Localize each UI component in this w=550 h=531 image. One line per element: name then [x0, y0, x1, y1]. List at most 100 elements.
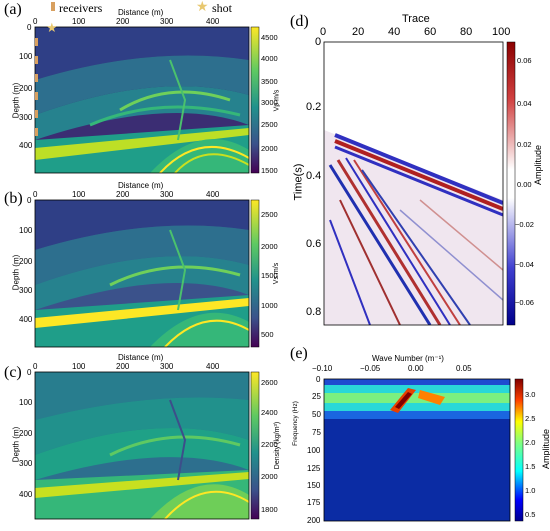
- vp-x-tick: 400: [206, 17, 220, 26]
- vs-x-tick: 100: [72, 190, 86, 199]
- seismic-x-tick: 100: [492, 26, 511, 38]
- seismic-y-tick: 0.2: [306, 101, 322, 113]
- vs-y-tick: 300: [19, 286, 33, 295]
- fk-y-tick: 175: [307, 498, 321, 507]
- vs-x-axis-label: Distance (m): [118, 181, 164, 190]
- vp-y-tick: 300: [19, 113, 33, 122]
- seismic-colorbar-label: Amplitude: [533, 144, 544, 186]
- shot-legend-star-icon: ★: [196, 0, 209, 14]
- density-y-tick: 100: [19, 398, 33, 407]
- density-colorbar-tick: 2600: [261, 378, 278, 387]
- density-colorbar-tick: 2200: [261, 440, 278, 449]
- panel-label-c: (c): [4, 364, 22, 381]
- vs-y-tick: 400: [19, 315, 33, 324]
- vp-colorbar-tick: 2000: [261, 144, 278, 153]
- fk-y-tick: 75: [312, 428, 321, 437]
- vp-colorbar-tick: 4000: [261, 54, 278, 63]
- density-x-tick: 200: [116, 362, 130, 371]
- seismic-colorbar-tick: 0.06: [517, 56, 532, 65]
- vs-model-image: [35, 200, 249, 347]
- vp-x-tick: 0: [33, 17, 38, 26]
- fk-y-tick: 25: [312, 392, 321, 401]
- vs-colorbar-tick: 2000: [261, 242, 278, 251]
- fk-y-tick: 0: [316, 375, 321, 384]
- vs-x-tick: 200: [116, 190, 130, 199]
- fk-x-tick: 0.05: [456, 364, 472, 373]
- fk-y-tick: 150: [307, 481, 321, 490]
- density-x-tick: 300: [160, 362, 174, 371]
- vp-colorbar-tick: 4500: [261, 33, 278, 42]
- vp-colorbar-tick: 3000: [261, 98, 278, 107]
- seismic-colorbar-tick: 0.02: [517, 140, 532, 149]
- panel-label-a: (a): [4, 1, 22, 18]
- vs-x-tick: 400: [206, 190, 220, 199]
- vp-colorbar-tick: 3500: [261, 77, 278, 86]
- fk-y-tick: 200: [307, 516, 321, 525]
- fk-colorbar-tick: 2.5: [525, 414, 536, 423]
- fk-colorbar-tick: 1.0: [525, 486, 536, 495]
- vp-colorbar-tick: 1500: [261, 166, 278, 175]
- fk-colorbar: [514, 378, 524, 522]
- vs-colorbar-label: Vs m/s: [273, 262, 281, 285]
- seismic-colorbar-tick: 0.04: [517, 99, 532, 108]
- density-colorbar-label: Density (kg/m³): [274, 421, 282, 470]
- density-colorbar-tick: 1800: [261, 505, 278, 514]
- seismic-x-tick: 40: [388, 26, 401, 38]
- fk-y-tick: 125: [307, 464, 321, 473]
- vp-x-axis-label: Distance (m): [118, 8, 164, 17]
- vp-x-tick: 100: [72, 17, 86, 26]
- vp-y-tick: 100: [19, 52, 33, 61]
- density-x-axis-label: Distance (m): [118, 353, 164, 362]
- fk-spectrum-image: [324, 379, 510, 521]
- vp-y-tick: 400: [19, 141, 33, 150]
- seismic-y-tick: 0.4: [306, 170, 322, 182]
- fk-x-axis-label: Wave Number (m⁻¹): [372, 354, 444, 363]
- density-x-tick: 100: [72, 362, 86, 371]
- vp-y-tick: 0: [27, 23, 32, 32]
- seismic-y-axis-label: Time(s): [292, 163, 305, 201]
- vs-y-tick: 200: [19, 257, 33, 266]
- density-x-tick: 0: [33, 362, 38, 371]
- panel-label-b: (b): [4, 190, 23, 207]
- seismic-x-axis-label: Trace: [402, 13, 430, 25]
- seismic-x-tick: 60: [424, 26, 437, 38]
- vs-colorbar-tick: 1500: [261, 271, 278, 280]
- density-y-tick: 300: [19, 459, 33, 468]
- receiver-markers: [35, 38, 38, 136]
- seismic-colorbar: [506, 41, 516, 326]
- vs-x-tick: 0: [33, 190, 38, 199]
- vp-colorbar: [250, 26, 260, 174]
- vp-x-tick: 300: [160, 17, 174, 26]
- fk-y-axis-label: Frequency (Hz): [291, 401, 299, 446]
- fk-colorbar-tick: 3.0: [525, 390, 536, 399]
- seismic-colorbar-tick: 0.00: [517, 180, 532, 189]
- fk-colorbar-label: Amplitude: [541, 428, 550, 470]
- seismic-colorbar-tick: −0.02: [515, 220, 534, 229]
- density-colorbar: [250, 371, 260, 520]
- density-y-tick: 400: [19, 490, 33, 499]
- seismic-gather-image: [324, 42, 503, 325]
- fk-colorbar-tick: 1.5: [525, 462, 536, 471]
- seismic-y-tick: 0.6: [306, 238, 322, 250]
- seismic-y-tick: 0: [315, 36, 322, 48]
- vs-colorbar-tick: 2500: [261, 210, 278, 219]
- density-x-tick: 400: [206, 362, 220, 371]
- seismic-colorbar-tick: −0.06: [515, 298, 534, 307]
- density-y-tick: 0: [27, 368, 32, 377]
- seismic-x-tick: 0: [320, 26, 327, 38]
- receiver-legend-marker: [51, 2, 55, 11]
- fk-x-tick: 0.00: [408, 364, 424, 373]
- fk-x-tick: −0.05: [360, 364, 381, 373]
- vp-model-image: [35, 27, 249, 173]
- density-y-tick: 200: [19, 429, 33, 438]
- seismic-colorbar-tick: −0.04: [515, 260, 534, 269]
- vs-y-tick: 0: [27, 196, 32, 205]
- panel-label-e: (e): [290, 345, 308, 362]
- panel-label-d: (d): [290, 13, 309, 30]
- vp-x-tick: 200: [116, 17, 130, 26]
- density-model-image: [35, 372, 249, 519]
- density-colorbar-tick: 2400: [261, 408, 278, 417]
- fk-y-tick: 50: [312, 410, 321, 419]
- vs-y-tick: 100: [19, 226, 33, 235]
